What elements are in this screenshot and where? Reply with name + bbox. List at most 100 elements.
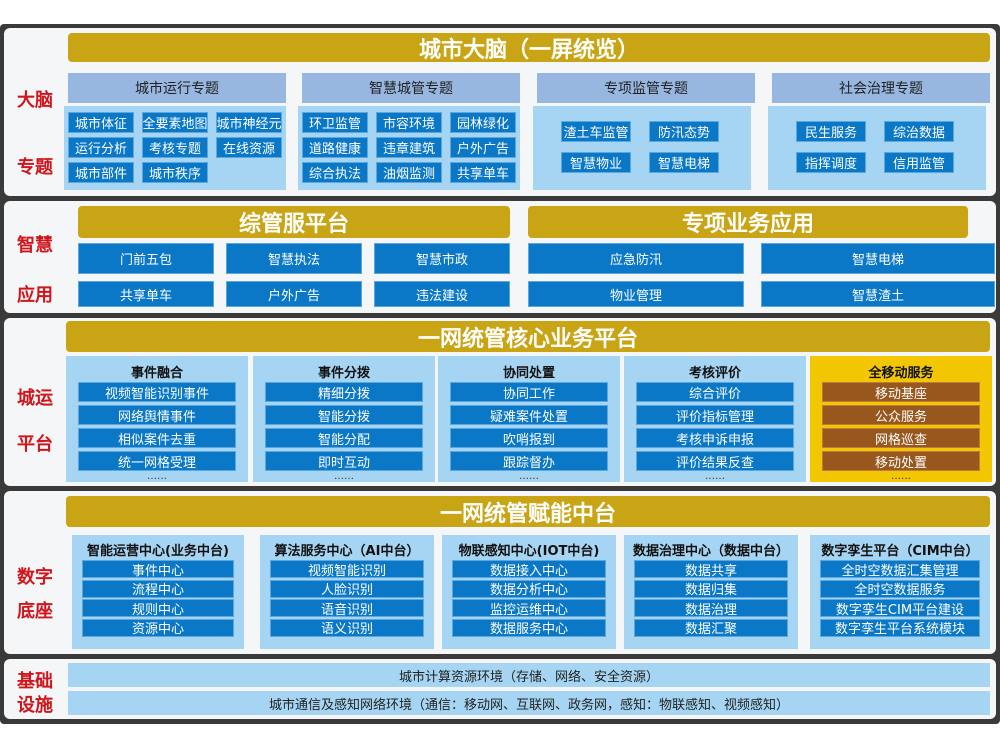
app-button[interactable]: 户外广告 (226, 281, 362, 307)
topic-button[interactable]: 户外广告 (450, 137, 516, 158)
feature-button[interactable]: 智能分拨 (265, 405, 423, 425)
feature-button[interactable]: 监控运维中心 (452, 599, 606, 618)
feature-button[interactable]: 疑难案件处置 (450, 405, 608, 425)
topic-button[interactable]: 运行分析 (68, 137, 134, 158)
feature-button[interactable]: 流程中心 (82, 579, 234, 598)
column-title: 数据治理中心（数据中台） (632, 544, 789, 559)
topic-button[interactable]: 综治数据 (884, 121, 954, 142)
feature-button[interactable]: 考核申诉申报 (636, 428, 794, 448)
feature-button[interactable]: 吹哨报到 (450, 428, 608, 448)
feature-button[interactable]: 评价结果反查 (636, 451, 794, 471)
topic-button[interactable]: 园林绿化 (450, 112, 516, 133)
feature-button[interactable]: 数据分析中心 (452, 579, 606, 598)
topic-button[interactable]: 防汛态势 (649, 121, 719, 142)
brain-label: 大脑 (17, 90, 53, 111)
feature-button[interactable]: 综合评价 (636, 382, 794, 402)
apps-right-title: 专项业务应用 (528, 206, 968, 238)
feature-button[interactable]: 事件中心 (82, 560, 234, 579)
feature-button[interactable]: 视频智能识别事件 (78, 382, 236, 402)
column-title: 智能运营中心(业务中台) (87, 544, 229, 559)
app-button[interactable]: 共享单车 (78, 281, 214, 307)
topic-button[interactable]: 市容环境 (376, 112, 442, 133)
feature-button[interactable]: 即时互动 (265, 451, 423, 471)
app-button[interactable]: 智慧电梯 (761, 243, 995, 274)
feature-button[interactable]: 移动处置 (822, 451, 980, 471)
feature-button[interactable]: 视频智能识别 (270, 560, 424, 579)
feature-button[interactable]: 网络舆情事件 (78, 405, 236, 425)
group-header: 智慧城管专题 (302, 73, 520, 103)
feature-button[interactable]: 规则中心 (82, 599, 234, 618)
topic-button[interactable]: 道路健康 (302, 137, 368, 158)
feature-button[interactable]: 数据归集 (634, 579, 788, 598)
topic-panel: 渣土车监管 防汛态势 智慧物业 智慧电梯 (533, 106, 751, 190)
topic-button[interactable]: 民生服务 (796, 121, 866, 142)
app-button[interactable]: 应急防汛 (528, 243, 744, 274)
core-column: 事件分拨 精细分拨 智能分拨 智能分配 即时互动…… (253, 356, 435, 482)
topic-button[interactable]: 考核专题 (142, 137, 208, 158)
topic-button[interactable]: 综合执法 (302, 162, 368, 183)
apps-label: 智慧 (17, 235, 53, 256)
section-core: 城运 平台 一网统管核心业务平台 事件融合 视频智能识别事件 网络舆情事件 相似案件去重 统一… (4, 318, 996, 486)
feature-button[interactable]: 数据共享 (634, 560, 788, 579)
infra-row: 城市通信及感知网络环境（通信：移动网、互联网、政务网，感知：物联感知、视频感知） (68, 691, 990, 715)
app-button[interactable]: 违法建设 (374, 281, 510, 307)
feature-button[interactable]: 智能分配 (265, 428, 423, 448)
section-apps: 智慧 应用 综管服平台 专项业务应用 门前五包 智慧执法 智慧市政 共享单车 户外广告 违法建设应… (4, 201, 996, 313)
topic-button[interactable]: 智慧电梯 (649, 152, 719, 173)
feature-button[interactable]: 统一网格受理 (78, 451, 236, 471)
feature-button[interactable]: 公众服务 (822, 405, 980, 425)
feature-button[interactable]: 全时空数据汇集管理 (820, 560, 980, 579)
more-indicator: …… (891, 471, 911, 482)
feature-button[interactable]: 精细分拨 (265, 382, 423, 402)
topic-button[interactable]: 指挥调度 (796, 152, 866, 173)
app-button[interactable]: 物业管理 (528, 281, 744, 307)
feature-button[interactable]: 数据接入中心 (452, 560, 606, 579)
topic-button[interactable]: 油烟监测 (376, 162, 442, 183)
feature-button[interactable]: 协同工作 (450, 382, 608, 402)
feature-button[interactable]: 移动基座 (822, 382, 980, 402)
topic-panel: 城市体征 全要素地图 城市神经元运行分析 考核专题 在线资源城市部件 城市秩序 (64, 106, 286, 190)
app-button[interactable]: 智慧市政 (374, 243, 510, 274)
column-title: 考核评价 (688, 366, 741, 381)
apps-left-title: 综管服平台 (78, 206, 510, 238)
topic-button[interactable]: 共享单车 (450, 162, 516, 183)
feature-button[interactable]: 语义识别 (270, 618, 424, 637)
feature-button[interactable]: 数字孪生CIM平台建设 (820, 599, 980, 618)
feature-button[interactable]: 数据治理 (634, 599, 788, 618)
feature-button[interactable]: 相似案件去重 (78, 428, 236, 448)
feature-button[interactable]: 评价指标管理 (636, 405, 794, 425)
group-header: 社会治理专题 (772, 73, 990, 103)
base-title: 一网统管赋能中台 (66, 496, 990, 527)
feature-button[interactable]: 网格巡查 (822, 428, 980, 448)
app-button[interactable]: 智慧执法 (226, 243, 362, 274)
feature-button[interactable]: 资源中心 (82, 618, 234, 637)
core-column: 协同处置 协同工作 疑难案件处置 吹哨报到 跟踪督办…… (438, 356, 620, 482)
topic-button[interactable]: 城市体征 (68, 112, 134, 133)
topic-button[interactable]: 智慧物业 (561, 152, 631, 173)
base-label: 底座 (17, 601, 53, 622)
topic-button[interactable]: 在线资源 (216, 137, 282, 158)
topic-button[interactable]: 全要素地图 (142, 112, 208, 133)
topic-button[interactable]: 渣土车监管 (561, 121, 631, 142)
group-header: 专项监管专题 (537, 73, 755, 103)
topic-button[interactable]: 违章建筑 (376, 137, 442, 158)
app-button[interactable]: 智慧渣土 (761, 281, 995, 307)
core-column: 全移动服务 移动基座 公众服务 网格巡查 移动处置…… (810, 356, 992, 482)
feature-button[interactable]: 数字孪生平台系统模块 (820, 618, 980, 637)
core-title: 一网统管核心业务平台 (66, 321, 990, 352)
topic-button[interactable]: 城市部件 (68, 162, 134, 183)
feature-button[interactable]: 数据服务中心 (452, 618, 606, 637)
app-button[interactable]: 门前五包 (78, 243, 214, 274)
feature-button[interactable]: 全时空数据服务 (820, 579, 980, 598)
feature-button[interactable]: 人脸识别 (270, 579, 424, 598)
topic-button[interactable]: 信用监管 (884, 152, 954, 173)
feature-button[interactable]: 跟踪督办 (450, 451, 608, 471)
feature-button[interactable]: 语音识别 (270, 599, 424, 618)
topic-button[interactable]: 城市秩序 (142, 162, 208, 183)
base-column: 算法服务中心（AI中台） 视频智能识别 人脸识别 语音识别 语义识别 (260, 535, 434, 649)
base-column: 物联感知中心(IOT中台) 数据接入中心 数据分析中心 监控运维中心 数据服务中心 (442, 535, 616, 649)
feature-button[interactable]: 数据汇聚 (634, 618, 788, 637)
topic-button[interactable]: 环卫监管 (302, 112, 368, 133)
section-base: 数字 底座 一网统管赋能中台 智能运营中心(业务中台) 事件中心 流程中心 规则中心 资源中心… (4, 491, 996, 654)
topic-button[interactable]: 城市神经元 (216, 112, 282, 133)
